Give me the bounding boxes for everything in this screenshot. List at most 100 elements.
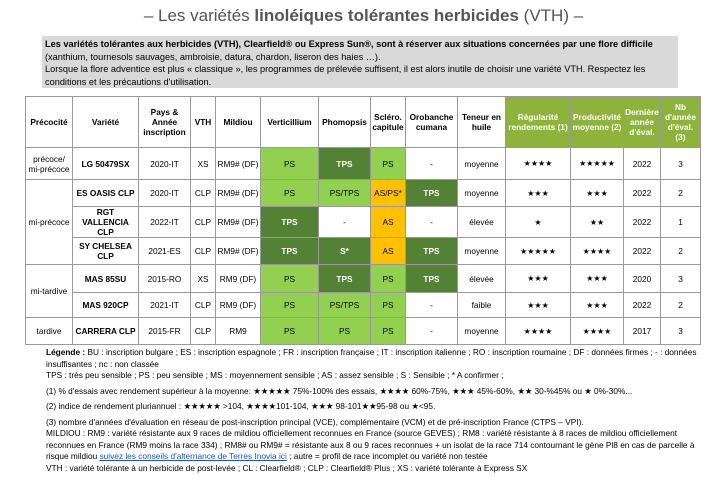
header-cell: Régularité rendements (1) (505, 96, 571, 148)
table-row: MAS 920CP 2021-IT CLP RM9 (DF) PS PS/TPS PS - fa… (26, 292, 701, 318)
table-cell: 2021-IT (138, 292, 191, 318)
intro-box: Les variétés tolérantes aux herbicides (… (42, 36, 678, 88)
table-cell: ★★★ (505, 179, 571, 207)
table-row: SY CHELSEA CLP 2021-ES CLP RM9# (DF) TPS S* AS… (26, 237, 701, 265)
table-cell: 3 (660, 317, 701, 345)
header-row: Précocité Variété Pays & Année inscription… (25, 96, 701, 148)
table-cell: - (318, 206, 371, 238)
table-cell: moyenne (457, 179, 506, 207)
table-cell: - (405, 292, 458, 318)
table-cell: 2022-IT (138, 206, 191, 238)
header-cell: VTH (190, 96, 216, 148)
legend-line: VTH : variété tolérante à un herbicide d… (46, 462, 528, 473)
table-cell: 2022 (623, 147, 661, 180)
table-cell: MAS 85SU (72, 264, 139, 293)
table-cell: PS/TPS (318, 292, 371, 318)
table-cell: ES OASIS CLP (72, 179, 139, 207)
legend-mildiou: MILDIOU : RM9 : variété résistante aux 9… (46, 428, 706, 463)
table-cell: AS (370, 206, 406, 238)
intro-line: Lorsque la flore adventice est plus « cl… (45, 64, 646, 87)
header-cell: Scléro. capitule (370, 96, 406, 148)
table-cell: CLP (190, 237, 216, 265)
table-body: précoce/ mi-précoce LG 50479SX 2020-IT XS RM… (25, 147, 701, 345)
legend-note: (2) indice de rendement pluriannuel : ★★… (46, 401, 436, 411)
table-cell: PS (318, 317, 371, 345)
table-cell: RM9# (DF) (215, 179, 261, 207)
precocite-cell: précoce/ mi-précoce (25, 147, 73, 180)
table-cell: PS (370, 292, 406, 318)
header-cell: Dernière année d'éval. (623, 96, 661, 148)
varieties-table: Précocité Variété Pays & Année inscription… (25, 96, 701, 345)
table-cell: ★ (505, 206, 571, 238)
table-cell: 1 (660, 206, 701, 238)
table-cell: XS (190, 264, 216, 293)
table-cell: 2020-IT (138, 147, 191, 180)
table-cell: moyenne (457, 237, 506, 265)
table-cell: XS (190, 147, 216, 180)
header-cell: Productivité moyenne (2) (570, 96, 624, 148)
table-cell: RM9# (DF) (215, 147, 261, 180)
legend-label: Légende : (46, 347, 86, 357)
header-cell: Pays & Année inscription (138, 96, 191, 148)
title-bold: linoléiques tolérantes herbicides (254, 6, 519, 25)
legend-note: (3) nombre d'années d'évaluation en rése… (46, 416, 584, 427)
table-cell: ★★★ (570, 292, 624, 318)
table-cell: RM9# (DF) (215, 237, 261, 265)
precocite-cell: mi-tardive (25, 264, 73, 318)
legend-text: ; autre = profil de race incomplet ou va… (289, 451, 488, 461)
table-cell: 2017 (623, 317, 661, 345)
table-cell: AS/PS* (370, 179, 406, 207)
table-row: RGT VALLENCIA CLP 2022-IT CLP RM9# (DF) TPS -… (26, 206, 701, 238)
table-cell: moyenne (457, 147, 506, 180)
table-cell: ★★★ (570, 264, 624, 293)
table-cell: 2021-ES (138, 237, 191, 265)
table-cell: PS (370, 317, 406, 345)
header-cell: Verticillium (260, 96, 319, 148)
table-cell: ★★★★ (570, 237, 624, 265)
table-cell: PS (370, 147, 406, 180)
table-cell: - (405, 206, 458, 238)
header-cell: Nb d'année d'éval. (3) (660, 96, 701, 148)
table-cell: 2022 (623, 292, 661, 318)
header-cell: Teneur en huile (457, 96, 506, 148)
table-cell: - (405, 317, 458, 345)
table-cell: SY CHELSEA CLP (72, 237, 139, 265)
table-cell: TPS (405, 264, 458, 293)
table-cell: ★★★★★ (570, 147, 624, 180)
table-cell: - (405, 147, 458, 180)
table-cell: PS (260, 292, 319, 318)
table-cell: TPS (318, 264, 371, 293)
table-cell: ★★★★ (505, 147, 571, 180)
table-row: tardive CARRERA CLP 2015-FR CLP RM9 PS PS PS - mo… (25, 317, 701, 345)
table-cell: 3 (660, 147, 701, 180)
table-cell: ★★★ (505, 292, 571, 318)
table-cell: S* (318, 237, 371, 265)
table-cell: LG 50479SX (72, 147, 139, 180)
table-cell: 2015-FR (138, 317, 191, 345)
table-cell: AS (370, 237, 406, 265)
header-cell: Mildiou (215, 96, 261, 148)
table-cell: 2015-RO (138, 264, 191, 293)
table-cell: élevée (457, 264, 506, 293)
table-cell: RM9 (DF) (215, 264, 261, 293)
table-cell: 2 (660, 237, 701, 265)
table-cell: TPS (405, 179, 458, 207)
header-cell: Précocité (25, 96, 73, 148)
table-cell: faible (457, 292, 506, 318)
title-tail: (VTH) – (523, 6, 584, 25)
link[interactable]: suivez les conseils d'alternance de Terr… (99, 451, 287, 461)
table-cell: RM9 (215, 317, 261, 345)
table-cell: 2 (660, 292, 701, 318)
header-cell: Orobanche cumana (405, 96, 458, 148)
header-cell: Phomopsis (318, 96, 371, 148)
title-lead: – Les variétés (143, 6, 250, 25)
table-cell: TPS (318, 147, 371, 180)
table-cell: ★★★ (505, 264, 571, 293)
table-cell: CARRERA CLP (72, 317, 139, 345)
table-cell: PS/TPS (318, 179, 371, 207)
table-cell: ★★★★ (570, 317, 624, 345)
table-row: mi-précoce ES OASIS CLP 2020-IT CLP RM9# (DF… (25, 179, 701, 265)
table-cell: ★★★★★ (505, 237, 571, 265)
legend-text: MILDIOU : RM9 : variété résistante aux 9… (46, 428, 695, 461)
